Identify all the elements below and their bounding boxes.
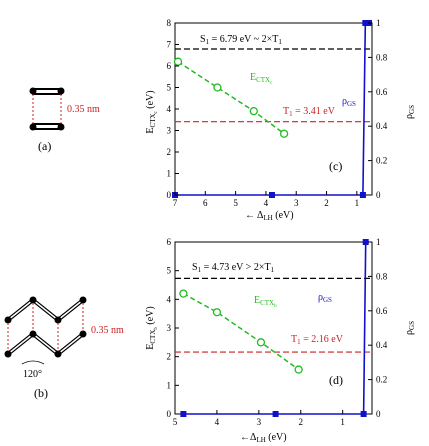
chart-c-ytick-left-label: 3 <box>167 126 172 136</box>
chart-panel-d: 5 4 3 2 1 0 1 2 3 4 5 6 0 0.2 0.4 0.6 0.8 1 S1 = 4.73 eV … <box>145 237 416 444</box>
chart-d-rho-label: ρGS <box>318 292 332 304</box>
chart-d-ytick-left-label: 5 <box>167 266 172 276</box>
chart-c-xtick-label: 5 <box>233 198 238 208</box>
chart-c-xtick-label: 6 <box>203 198 208 208</box>
chart-c-ectx-line <box>177 61 285 135</box>
chart-d-ytick-right-label: 0.6 <box>376 306 388 316</box>
chart-d-xtick-label: 4 <box>215 417 220 427</box>
chart-c-panel-label: (c) <box>329 159 342 173</box>
molecule-b-label: (b) <box>34 386 48 400</box>
chart-d-ylabel-right: ρGS <box>404 321 416 335</box>
chart-c-ectx-point <box>213 83 222 92</box>
chart-c-s1-label: S1 = 6.79 eV ~ 2×T1 <box>200 34 282 46</box>
chart-d-ytick-right-label: 0.8 <box>376 271 388 281</box>
chart-d-xtick-label: 5 <box>173 417 178 427</box>
molecule-b-distance: 0.35 nm <box>91 325 124 336</box>
chart-c-ytick-left-label: 2 <box>167 147 172 157</box>
chart-c-ylabel-left: ECTXc (eV) <box>145 90 159 133</box>
chart-c-ytick-right-label: 1 <box>376 18 381 28</box>
chart-panel-c: 7 6 5 4 3 2 1 0 1 2 3 4 5 6 7 8 0 0.2 0.4 0.6 0.8 1 S1 = 6.79… <box>145 18 416 222</box>
chart-d-ectx-point <box>256 338 266 347</box>
chart-d-ytick-left-label: 0 <box>167 409 172 419</box>
chart-c-ytick-left-label: 8 <box>167 18 172 28</box>
chart-d-ytick-right-label: 1 <box>376 237 381 247</box>
chart-c-rho-point <box>362 20 369 26</box>
chart-c-t1-label: T1 = 3.41 eV <box>283 106 336 118</box>
chart-d-ytick-right-label: 0.4 <box>376 340 388 350</box>
chart-d-panel-label: (d) <box>329 373 343 387</box>
chart-d-xtick-label: 2 <box>298 417 303 427</box>
chart-c-ytick-right-label: 0.8 <box>376 52 388 62</box>
chart-d-s1-label: S1 = 4.73 eV > 2×T1 <box>192 262 275 274</box>
chart-c-ytick-left-label: 1 <box>167 169 172 179</box>
chart-d-ectx-point <box>179 289 188 298</box>
chart-c-ytick-left-label: 5 <box>167 83 172 93</box>
chart-d-t1-label: T1 = 2.16 eV <box>291 334 344 346</box>
chart-d-ytick-left-label: 2 <box>167 352 172 362</box>
chart-d-ectx-point <box>212 308 222 317</box>
chart-c-xtick-label: 7 <box>173 198 178 208</box>
molecule-b: 0.35 nm 120° (b) <box>4 296 124 400</box>
chart-d-ytick-right-label: 0.2 <box>376 375 387 385</box>
chart-c-xtick-label: 1 <box>355 198 360 208</box>
chart-c-ytick-left-label: 4 <box>167 104 172 114</box>
chart-c-ectx-point <box>249 107 258 116</box>
chart-c-xtick-label: 3 <box>294 198 299 208</box>
chart-d-ytick-right-label: 0 <box>376 409 381 419</box>
chart-d-xtick-label: 3 <box>257 417 262 427</box>
chart-c-xtick-label: 4 <box>264 198 269 208</box>
chart-d-ectx-point <box>294 365 303 374</box>
chart-d-xlabel: ←ΔLH (eV) <box>240 432 287 444</box>
chart-d-rho-point <box>180 411 187 417</box>
chart-d-ylabel-left: ECTXb (eV) <box>145 306 159 349</box>
chart-c-ytick-right-label: 0.2 <box>376 156 387 166</box>
chart-c-ytick-right-label: 0.4 <box>376 121 388 131</box>
chart-c-ytick-left-label: 0 <box>167 190 172 200</box>
chart-d-ytick-left-label: 4 <box>167 294 172 304</box>
chart-d-ectx-label: ECTXb <box>254 295 277 309</box>
chart-c-ylabel-right: ρGS <box>404 105 416 119</box>
chart-c-rho-point <box>268 192 275 198</box>
molecule-b-angle: 120° <box>23 369 42 380</box>
chart-c-ytick-left-label: 7 <box>167 40 172 50</box>
chart-d-ytick-left-label: 1 <box>167 380 172 390</box>
chart-d-ytick-left-label: 6 <box>167 237 172 247</box>
chart-c-ectx-label: ECTXc <box>250 72 273 86</box>
chart-c-ectx-point <box>279 129 289 138</box>
chart-c-ytick-right-label: 0.6 <box>376 87 388 97</box>
chart-c-ytick-right-label: 0 <box>376 190 381 200</box>
chart-c-xtick-label: 2 <box>324 198 329 208</box>
chart-c-rho-point <box>359 192 366 198</box>
chart-c-xlabel: ← ΔLH (eV) <box>245 210 294 222</box>
chart-d-rho-point <box>362 239 369 245</box>
molecule-a-distance: 0.35 nm <box>67 104 100 115</box>
chart-c-ectx-point <box>173 57 183 66</box>
molecule-a: 0.35 nm (a) <box>29 87 100 153</box>
chart-d-ectx-line <box>183 292 300 371</box>
chart-d-rho-point <box>360 411 367 417</box>
chart-c-ytick-left-label: 6 <box>167 61 172 71</box>
chart-d-rho-line <box>183 241 367 415</box>
chart-d-rho-point <box>272 411 279 417</box>
chart-c-rho-label: ρGS <box>342 96 356 108</box>
molecule-a-label: (a) <box>38 139 51 153</box>
chart-d-xtick-label: 1 <box>340 417 345 427</box>
chart-d-ytick-left-label: 3 <box>167 323 172 333</box>
